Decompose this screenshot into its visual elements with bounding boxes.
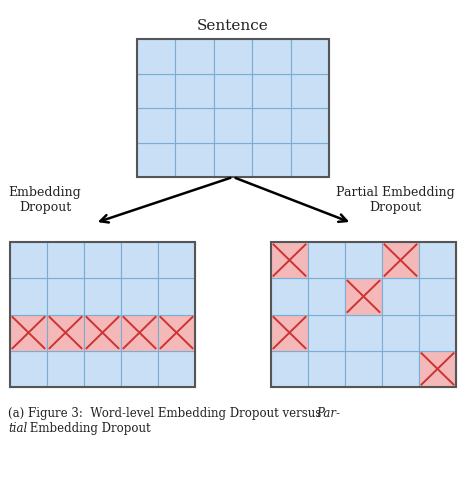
Bar: [121, 314, 158, 351]
Bar: [419, 278, 456, 314]
Bar: [252, 39, 291, 73]
Bar: [158, 314, 195, 351]
Bar: [252, 143, 291, 177]
Bar: [308, 242, 345, 278]
Bar: [137, 108, 175, 143]
Bar: [214, 39, 252, 73]
Bar: [84, 278, 121, 314]
Text: tial: tial: [8, 422, 27, 435]
Bar: [137, 73, 175, 108]
Bar: [271, 314, 308, 351]
Bar: [271, 242, 456, 387]
Bar: [345, 242, 382, 278]
Bar: [252, 73, 291, 108]
Bar: [291, 143, 329, 177]
Bar: [121, 278, 158, 314]
Bar: [175, 73, 214, 108]
Bar: [84, 314, 121, 351]
Bar: [345, 314, 382, 351]
Bar: [214, 73, 252, 108]
Bar: [158, 242, 195, 278]
Bar: [271, 278, 308, 314]
Bar: [47, 242, 84, 278]
Text: Par-: Par-: [316, 407, 340, 420]
Bar: [419, 242, 456, 278]
Bar: [175, 39, 214, 73]
Bar: [382, 314, 419, 351]
Bar: [345, 278, 382, 314]
Bar: [175, 143, 214, 177]
Bar: [382, 242, 419, 278]
Bar: [419, 351, 456, 387]
Bar: [84, 351, 121, 387]
Text: Partial Embedding
Dropout: Partial Embedding Dropout: [336, 186, 454, 214]
Bar: [10, 242, 47, 278]
Bar: [308, 351, 345, 387]
Bar: [158, 278, 195, 314]
Bar: [47, 278, 84, 314]
Bar: [158, 351, 195, 387]
Bar: [291, 73, 329, 108]
Bar: [10, 351, 47, 387]
Bar: [47, 351, 84, 387]
Bar: [137, 39, 175, 73]
Bar: [10, 314, 47, 351]
Text: Embedding
Dropout: Embedding Dropout: [9, 186, 82, 214]
Bar: [121, 351, 158, 387]
Bar: [419, 314, 456, 351]
Bar: [382, 278, 419, 314]
Text: (a) Figure 3:  Word-level Embedding Dropout versus: (a) Figure 3: Word-level Embedding Dropo…: [8, 407, 325, 420]
Bar: [308, 278, 345, 314]
Bar: [214, 143, 252, 177]
Bar: [308, 314, 345, 351]
Bar: [291, 39, 329, 73]
Bar: [345, 351, 382, 387]
Bar: [271, 351, 308, 387]
Bar: [121, 242, 158, 278]
Bar: [271, 242, 308, 278]
Text: Embedding Dropout: Embedding Dropout: [26, 422, 151, 435]
Bar: [47, 314, 84, 351]
Bar: [382, 351, 419, 387]
Text: Sentence: Sentence: [197, 19, 269, 33]
Bar: [214, 108, 252, 143]
Bar: [175, 108, 214, 143]
Bar: [10, 242, 195, 387]
Bar: [252, 108, 291, 143]
Bar: [291, 108, 329, 143]
Bar: [137, 143, 175, 177]
Bar: [10, 278, 47, 314]
Bar: [84, 242, 121, 278]
Bar: [137, 39, 329, 177]
